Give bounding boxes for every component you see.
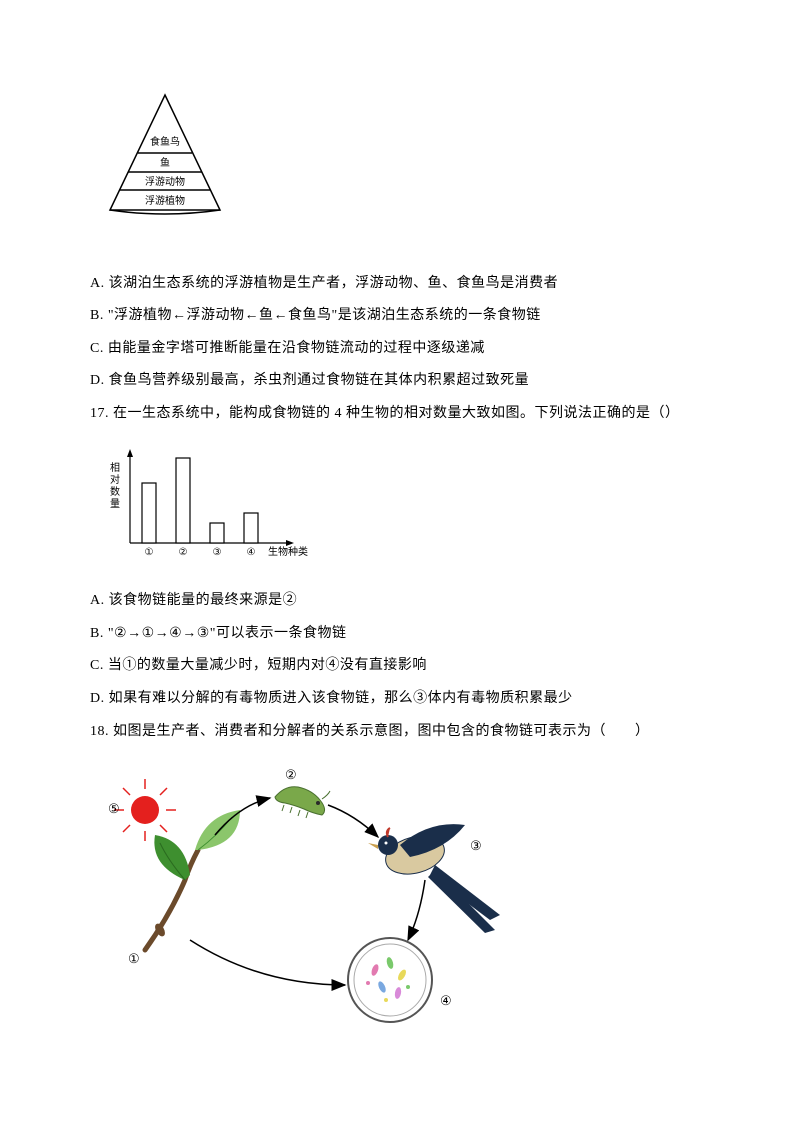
caterpillar-icon	[275, 787, 330, 818]
q16-option-b: B. "浮游植物←浮游动物←鱼←食鱼鸟"是该湖泊生态系统的一条食物链	[90, 303, 704, 330]
ecosystem-svg: ⑤ ① ②	[90, 765, 510, 1025]
bar-3	[210, 523, 224, 543]
bar-2	[176, 458, 190, 543]
pyramid-level-2: 浮游动物	[145, 175, 185, 188]
q17-option-c: C. 当①的数量大量减少时，短期内对④没有直接影响	[90, 653, 704, 680]
bar-cat-2: ②	[179, 547, 188, 558]
label-sun: ⑤	[108, 801, 120, 816]
bar-cat-1: ①	[145, 547, 154, 558]
label-leaf: ①	[128, 951, 140, 966]
bar-chart-svg: 相 对 数 量 ① ② ③ ④ 生物种类	[90, 443, 310, 563]
bar-cat-4: ④	[247, 547, 256, 558]
bar-1	[142, 483, 156, 543]
q16-option-c: C. 由能量金字塔可推断能量在沿食物链流动的过程中逐级递减	[90, 336, 704, 363]
q18-ecosystem-diagram: ⑤ ① ②	[90, 765, 704, 1036]
q17-stem: 17. 在一生态系统中，能构成食物链的 4 种生物的相对数量大致如图。下列说法正…	[90, 401, 704, 428]
label-bird: ③	[470, 838, 482, 853]
q16-option-a: A. 该湖泊生态系统的浮游植物是生产者，浮游动物、鱼、食鱼鸟是消费者	[90, 271, 704, 298]
bar-ylabel-4: 量	[110, 498, 120, 510]
sun-icon	[131, 796, 159, 824]
q17-bar-chart: 相 对 数 量 ① ② ③ ④ 生物种类	[90, 443, 704, 574]
energy-pyramid-figure: 食鱼鸟 鱼 浮游动物 浮游植物	[90, 90, 704, 241]
q16-option-d: D. 食鱼鸟营养级别最高，杀虫剂通过食物链在其体内积累超过致死量	[90, 368, 704, 395]
pyramid-svg: 食鱼鸟 鱼 浮游动物 浮游植物	[90, 90, 240, 230]
label-caterpillar: ②	[285, 767, 297, 782]
q18-stem: 18. 如图是生产者、消费者和分解者的关系示意图，图中包含的食物链可表示为（ ）	[90, 719, 704, 746]
label-microbe: ④	[440, 993, 452, 1008]
arrow-leaf-microbe	[190, 940, 345, 985]
bar-cat-3: ③	[213, 547, 222, 558]
arrow-caterpillar-bird	[328, 805, 378, 837]
bar-4	[244, 513, 258, 543]
microbe-icon	[348, 938, 432, 1022]
q17-option-b: B. "②→①→④→③"可以表示一条食物链	[90, 621, 704, 648]
pyramid-level-0: 食鱼鸟	[150, 135, 180, 148]
q17-option-d: D. 如果有难以分解的有毒物质进入该食物链，那么③体内有毒物质积累最少	[90, 686, 704, 713]
leaf-icon	[145, 810, 240, 950]
bar-ylabel-2: 对	[110, 473, 120, 486]
pyramid-level-3: 浮游植物	[145, 194, 185, 207]
bar-xlabel: 生物种类	[268, 545, 308, 558]
arrow-bird-microbe	[408, 880, 425, 940]
pyramid-level-1: 鱼	[160, 156, 170, 169]
bar-ylabel-1: 相	[110, 461, 120, 474]
bar-ylabel-3: 数	[110, 485, 120, 498]
q17-option-a: A. 该食物链能量的最终来源是②	[90, 588, 704, 615]
